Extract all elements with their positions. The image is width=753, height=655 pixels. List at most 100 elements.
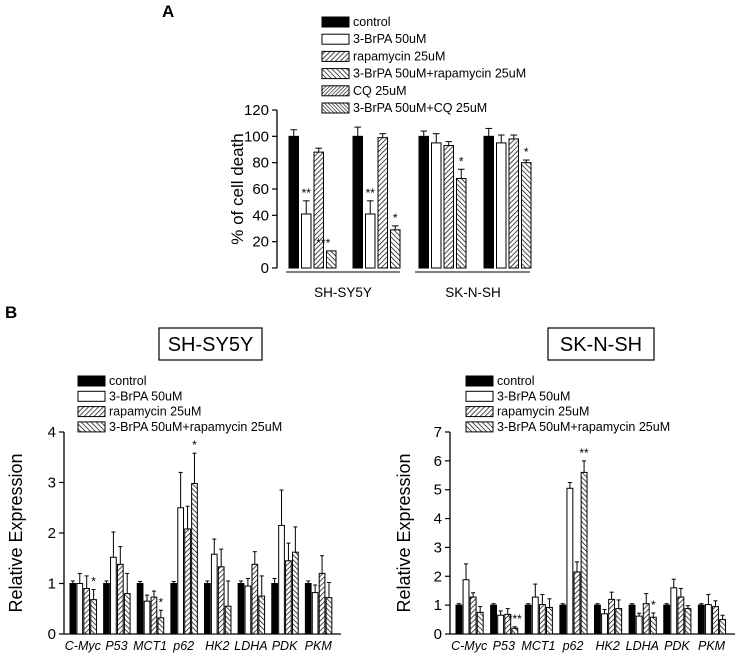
bar [462,579,470,635]
y-tick-label: 1 [48,576,56,593]
bar [573,571,581,635]
bar [684,608,692,635]
bar [83,588,91,635]
significance-star: *** [508,612,522,626]
bar [511,627,519,635]
legend-swatch [77,390,106,402]
legend-swatch [321,16,350,28]
bar [476,611,484,635]
bar [210,553,218,635]
significance-star: ** [366,186,376,200]
significance-star: * [159,595,164,609]
y-axis-label: Relative Expression [6,453,26,612]
bar [90,599,97,635]
bar [559,604,567,635]
bar [490,604,498,635]
y-tick-label: 2 [48,525,56,542]
bar [615,608,623,635]
bar [677,596,685,635]
x-category-label: MCT1 [133,639,167,653]
y-tick-label: 20 [252,234,269,251]
bar [608,598,616,635]
bar [352,135,363,269]
bar [285,560,292,635]
x-category-label: MCT1 [521,639,555,653]
bar [531,596,539,635]
bar [288,135,299,269]
x-category-label: C-Myc [451,639,488,653]
bar [325,597,333,635]
legend-label: control [353,15,391,29]
legend-swatch [465,406,494,418]
y-tick-label: 40 [252,207,269,224]
bar [244,585,252,635]
bar [642,603,650,635]
legend-label: 3-BrPA 50uM+rapamycin 25uM [353,67,526,81]
bar [580,471,588,635]
legend-label: rapamycin 25uM [109,405,201,419]
bar [224,605,232,635]
y-tick-label: 6 [434,453,442,470]
x-category-label: P53 [105,639,127,653]
legend-label: 3-BrPA 50uM [497,389,570,403]
significance-star: ** [579,446,589,460]
bar [271,583,278,635]
bar [377,137,388,269]
legend-swatch [465,375,494,387]
chart-title: SK-N-SH [560,334,642,356]
bar [483,135,494,269]
x-category-label: PDK [664,639,690,653]
bar [594,604,601,635]
bar [76,583,84,635]
x-category-label: p62 [562,639,584,653]
bar [390,229,401,269]
y-tick-label: 7 [434,424,442,441]
legend-swatch [77,421,106,433]
x-category-label: C-Myc [65,639,102,653]
bar [418,135,429,269]
bar [136,583,144,635]
legend-swatch [465,390,494,402]
x-category-label: p62 [172,639,194,653]
bar [291,551,299,635]
x-category-label: PDK [272,639,298,653]
bar [204,583,211,635]
significance-star: ** [302,186,312,200]
legend-swatch [321,85,350,97]
bar [103,583,110,635]
bar [521,162,532,269]
bar [237,583,245,635]
bar [546,606,553,635]
y-axis-label: Relative Expression [394,453,414,612]
bar [278,524,285,635]
legend-swatch [465,421,494,433]
bar [217,566,225,635]
legend-swatch [321,68,350,80]
bar [116,563,124,635]
bar [628,604,636,635]
y-tick-label: 4 [434,511,442,528]
y-tick-label: 120 [244,102,269,119]
bar [258,595,266,635]
bar [697,604,705,635]
legend-swatch [321,102,350,114]
bar [443,145,454,269]
bar [649,616,657,635]
bar [601,613,608,635]
legend-label: 3-BrPA 50uM [353,32,426,46]
legend-swatch [77,375,106,387]
significance-star: * [393,211,398,225]
legend-label: 3-BrPA 50uM+rapamycin 25uM [497,420,670,434]
legend-label: 3-BrPA 50uM [109,389,182,403]
group-label-sh-sy5y: SH-SY5Y [314,285,372,300]
y-tick-label: 0 [434,626,442,643]
bar [326,250,337,269]
bar [177,507,185,635]
legend-label: 3-BrPA 50uM+CQ 25uM [353,101,487,115]
bar [184,528,191,635]
panel-b-label: B [5,303,17,322]
x-category-label: PKM [698,639,726,653]
title-box [547,327,655,361]
